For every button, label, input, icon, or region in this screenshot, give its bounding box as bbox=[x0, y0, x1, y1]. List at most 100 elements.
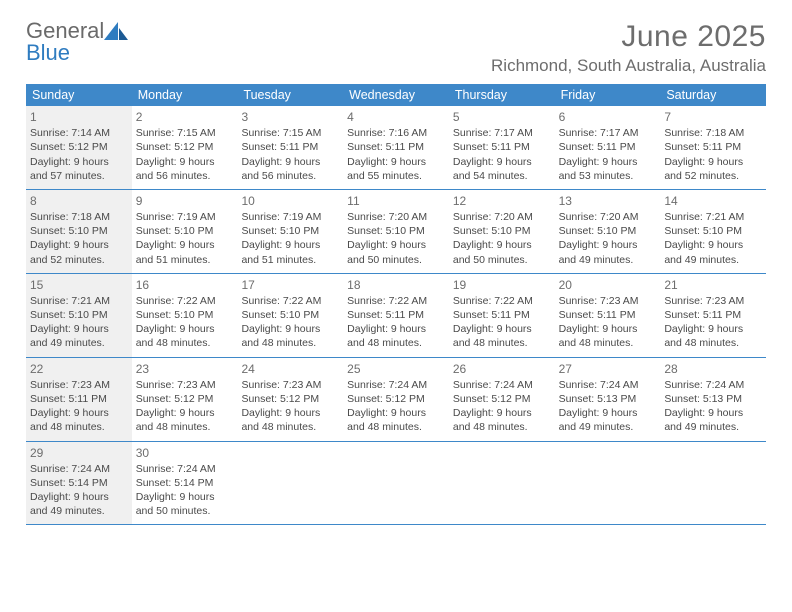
day-dl2: and 48 minutes. bbox=[453, 336, 551, 350]
day-cell: 19Sunrise: 7:22 AMSunset: 5:11 PMDayligh… bbox=[449, 274, 555, 357]
day-ss: Sunset: 5:14 PM bbox=[136, 476, 234, 490]
day-dl2: and 52 minutes. bbox=[664, 169, 762, 183]
day-cell: 6Sunrise: 7:17 AMSunset: 5:11 PMDaylight… bbox=[555, 106, 661, 189]
day-number: 24 bbox=[241, 361, 339, 377]
day-dl1: Daylight: 9 hours bbox=[453, 238, 551, 252]
day-dl2: and 53 minutes. bbox=[559, 169, 657, 183]
day-number: 28 bbox=[664, 361, 762, 377]
day-dl2: and 48 minutes. bbox=[136, 420, 234, 434]
day-sr: Sunrise: 7:19 AM bbox=[136, 210, 234, 224]
day-dl2: and 48 minutes. bbox=[136, 336, 234, 350]
day-number: 16 bbox=[136, 277, 234, 293]
day-ss: Sunset: 5:10 PM bbox=[136, 224, 234, 238]
day-cell: 30Sunrise: 7:24 AMSunset: 5:14 PMDayligh… bbox=[132, 442, 238, 525]
day-sr: Sunrise: 7:24 AM bbox=[453, 378, 551, 392]
day-ss: Sunset: 5:11 PM bbox=[559, 308, 657, 322]
day-ss: Sunset: 5:11 PM bbox=[664, 308, 762, 322]
day-sr: Sunrise: 7:15 AM bbox=[136, 126, 234, 140]
day-sr: Sunrise: 7:24 AM bbox=[347, 378, 445, 392]
day-number: 15 bbox=[30, 277, 128, 293]
day-number: 9 bbox=[136, 193, 234, 209]
location: Richmond, South Australia, Australia bbox=[491, 56, 766, 76]
day-sr: Sunrise: 7:23 AM bbox=[136, 378, 234, 392]
day-header-row: SundayMondayTuesdayWednesdayThursdayFrid… bbox=[26, 84, 766, 106]
day-ss: Sunset: 5:12 PM bbox=[136, 140, 234, 154]
day-dl2: and 49 minutes. bbox=[559, 253, 657, 267]
day-ss: Sunset: 5:11 PM bbox=[347, 140, 445, 154]
day-sr: Sunrise: 7:22 AM bbox=[347, 294, 445, 308]
day-sr: Sunrise: 7:24 AM bbox=[664, 378, 762, 392]
day-ss: Sunset: 5:10 PM bbox=[664, 224, 762, 238]
day-header-cell: Friday bbox=[555, 84, 661, 106]
day-dl1: Daylight: 9 hours bbox=[136, 155, 234, 169]
day-dl2: and 54 minutes. bbox=[453, 169, 551, 183]
day-dl2: and 57 minutes. bbox=[30, 169, 128, 183]
day-dl1: Daylight: 9 hours bbox=[136, 238, 234, 252]
day-dl1: Daylight: 9 hours bbox=[347, 238, 445, 252]
header: General Blue June 2025 Richmond, South A… bbox=[26, 20, 766, 76]
day-ss: Sunset: 5:12 PM bbox=[30, 140, 128, 154]
day-sr: Sunrise: 7:23 AM bbox=[559, 294, 657, 308]
logo-line1: General bbox=[26, 20, 104, 42]
day-number: 30 bbox=[136, 445, 234, 461]
day-cell: 16Sunrise: 7:22 AMSunset: 5:10 PMDayligh… bbox=[132, 274, 238, 357]
day-header-cell: Wednesday bbox=[343, 84, 449, 106]
day-dl1: Daylight: 9 hours bbox=[241, 155, 339, 169]
day-cell: 21Sunrise: 7:23 AMSunset: 5:11 PMDayligh… bbox=[660, 274, 766, 357]
day-sr: Sunrise: 7:21 AM bbox=[30, 294, 128, 308]
day-sr: Sunrise: 7:20 AM bbox=[559, 210, 657, 224]
day-number: 19 bbox=[453, 277, 551, 293]
day-number: 20 bbox=[559, 277, 657, 293]
day-dl2: and 50 minutes. bbox=[347, 253, 445, 267]
day-cell: 13Sunrise: 7:20 AMSunset: 5:10 PMDayligh… bbox=[555, 190, 661, 273]
day-ss: Sunset: 5:14 PM bbox=[30, 476, 128, 490]
day-number: 29 bbox=[30, 445, 128, 461]
day-dl1: Daylight: 9 hours bbox=[30, 238, 128, 252]
day-cell: 7Sunrise: 7:18 AMSunset: 5:11 PMDaylight… bbox=[660, 106, 766, 189]
day-cell bbox=[343, 442, 449, 525]
day-ss: Sunset: 5:10 PM bbox=[30, 224, 128, 238]
week-row: 1Sunrise: 7:14 AMSunset: 5:12 PMDaylight… bbox=[26, 106, 766, 190]
day-dl2: and 56 minutes. bbox=[241, 169, 339, 183]
day-dl2: and 49 minutes. bbox=[559, 420, 657, 434]
day-dl2: and 50 minutes. bbox=[453, 253, 551, 267]
day-sr: Sunrise: 7:21 AM bbox=[664, 210, 762, 224]
week-row: 29Sunrise: 7:24 AMSunset: 5:14 PMDayligh… bbox=[26, 442, 766, 526]
day-dl1: Daylight: 9 hours bbox=[664, 155, 762, 169]
day-cell: 15Sunrise: 7:21 AMSunset: 5:10 PMDayligh… bbox=[26, 274, 132, 357]
day-cell: 12Sunrise: 7:20 AMSunset: 5:10 PMDayligh… bbox=[449, 190, 555, 273]
day-number: 5 bbox=[453, 109, 551, 125]
day-ss: Sunset: 5:11 PM bbox=[453, 308, 551, 322]
day-cell: 25Sunrise: 7:24 AMSunset: 5:12 PMDayligh… bbox=[343, 358, 449, 441]
week-row: 15Sunrise: 7:21 AMSunset: 5:10 PMDayligh… bbox=[26, 274, 766, 358]
day-ss: Sunset: 5:12 PM bbox=[136, 392, 234, 406]
day-ss: Sunset: 5:12 PM bbox=[453, 392, 551, 406]
day-cell: 10Sunrise: 7:19 AMSunset: 5:10 PMDayligh… bbox=[237, 190, 343, 273]
day-dl2: and 48 minutes. bbox=[241, 336, 339, 350]
day-ss: Sunset: 5:11 PM bbox=[559, 140, 657, 154]
day-dl1: Daylight: 9 hours bbox=[136, 322, 234, 336]
day-number: 3 bbox=[241, 109, 339, 125]
day-cell: 3Sunrise: 7:15 AMSunset: 5:11 PMDaylight… bbox=[237, 106, 343, 189]
day-cell: 1Sunrise: 7:14 AMSunset: 5:12 PMDaylight… bbox=[26, 106, 132, 189]
day-ss: Sunset: 5:10 PM bbox=[136, 308, 234, 322]
day-cell: 17Sunrise: 7:22 AMSunset: 5:10 PMDayligh… bbox=[237, 274, 343, 357]
day-sr: Sunrise: 7:15 AM bbox=[241, 126, 339, 140]
day-header-cell: Sunday bbox=[26, 84, 132, 106]
day-sr: Sunrise: 7:18 AM bbox=[30, 210, 128, 224]
day-dl1: Daylight: 9 hours bbox=[664, 322, 762, 336]
day-dl1: Daylight: 9 hours bbox=[664, 238, 762, 252]
day-dl1: Daylight: 9 hours bbox=[453, 406, 551, 420]
day-dl2: and 49 minutes. bbox=[664, 253, 762, 267]
day-dl1: Daylight: 9 hours bbox=[559, 238, 657, 252]
day-sr: Sunrise: 7:14 AM bbox=[30, 126, 128, 140]
day-dl2: and 48 minutes. bbox=[559, 336, 657, 350]
logo-line2: Blue bbox=[26, 42, 104, 64]
day-number: 12 bbox=[453, 193, 551, 209]
day-dl1: Daylight: 9 hours bbox=[453, 322, 551, 336]
day-ss: Sunset: 5:11 PM bbox=[664, 140, 762, 154]
day-dl1: Daylight: 9 hours bbox=[453, 155, 551, 169]
day-dl2: and 48 minutes. bbox=[30, 420, 128, 434]
day-ss: Sunset: 5:10 PM bbox=[30, 308, 128, 322]
day-number: 21 bbox=[664, 277, 762, 293]
